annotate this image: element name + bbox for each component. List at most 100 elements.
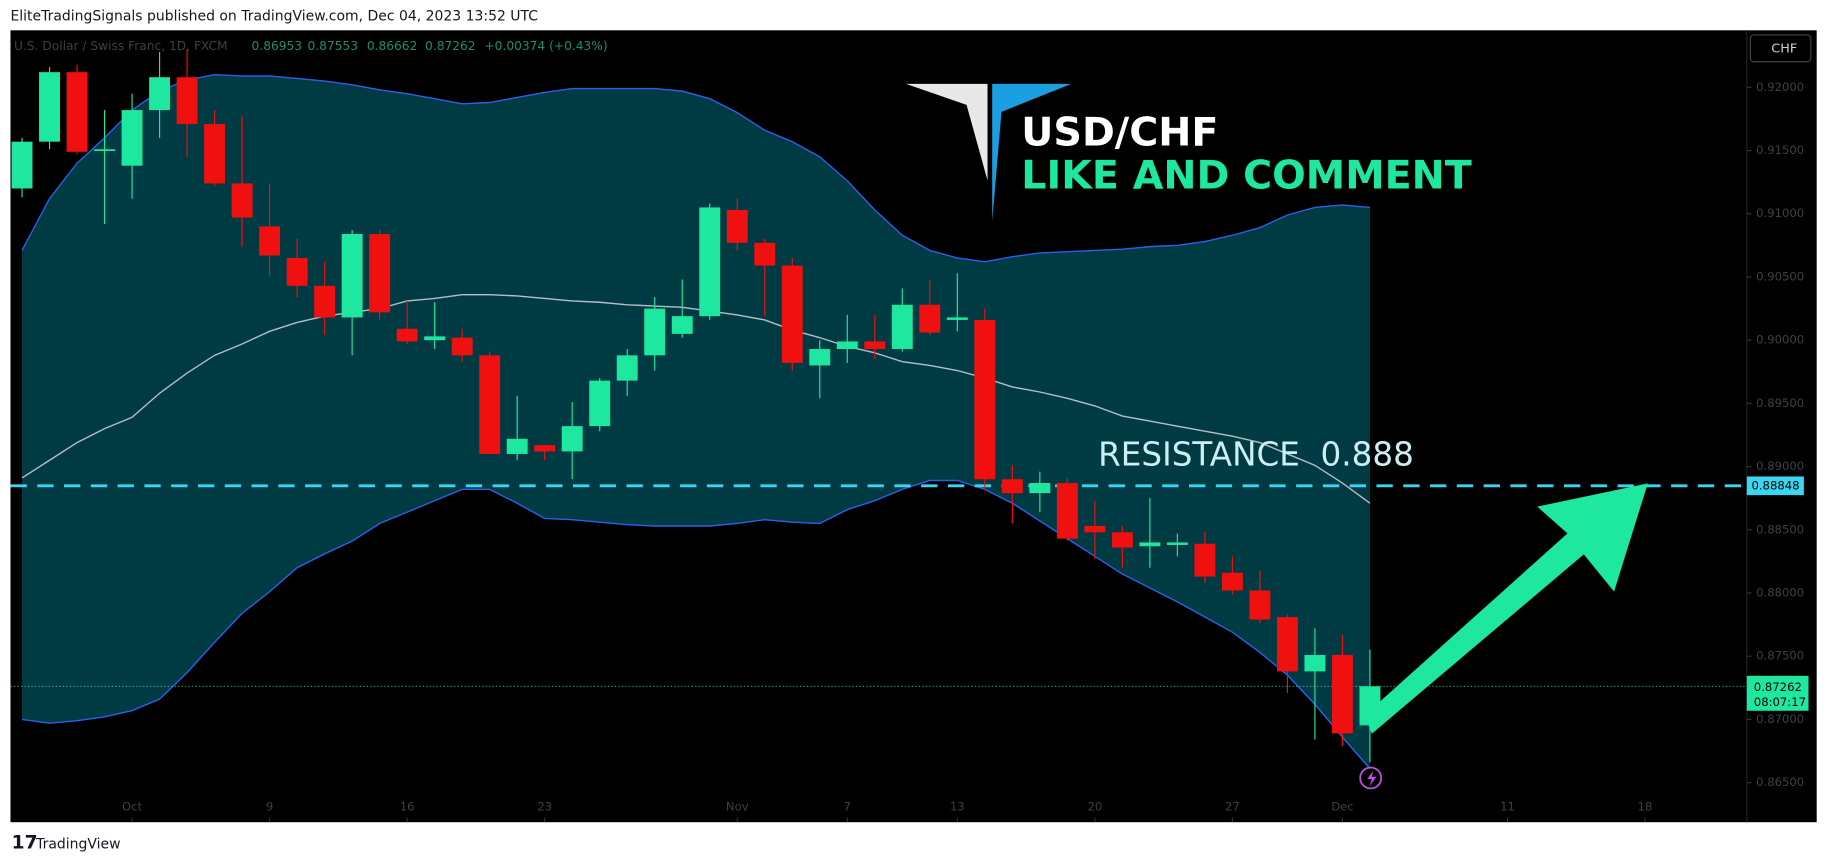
candle-body bbox=[1084, 526, 1106, 533]
band-lower bbox=[21, 479, 1371, 770]
candle-body bbox=[534, 445, 556, 452]
y-tick-label: 0.91000 bbox=[1756, 206, 1804, 220]
x-tick-label: 13 bbox=[950, 800, 965, 814]
candle-body bbox=[946, 317, 968, 320]
candle-body bbox=[424, 336, 446, 341]
candle-body bbox=[1276, 617, 1298, 672]
y-tick-label: 0.90000 bbox=[1756, 333, 1804, 347]
y-tick-label: 0.90500 bbox=[1756, 269, 1804, 283]
candle-body bbox=[66, 72, 88, 152]
candle-body bbox=[121, 110, 143, 166]
candle-body bbox=[1249, 590, 1271, 620]
logo-right bbox=[992, 83, 1072, 222]
y-tick-label: 0.88000 bbox=[1756, 586, 1804, 600]
candle-body bbox=[1304, 654, 1326, 672]
band-middle bbox=[21, 293, 1371, 504]
y-tick-label: 0.87000 bbox=[1756, 712, 1804, 726]
symbol-name: U.S. Dollar / Swiss Franc, 1D, FXCM bbox=[14, 39, 228, 53]
candle-body bbox=[451, 337, 473, 356]
currency-label[interactable]: CHF bbox=[1771, 41, 1797, 56]
legend-change: +0.00374 (+0.43%) bbox=[484, 39, 607, 53]
candle-body bbox=[1194, 543, 1216, 577]
candle-body bbox=[1166, 542, 1188, 545]
candle-body bbox=[11, 141, 33, 189]
candle-body bbox=[1029, 483, 1051, 494]
legend-low: 0.86662 bbox=[367, 39, 418, 53]
x-tick-label: 18 bbox=[1638, 800, 1653, 814]
x-tick-label: 16 bbox=[400, 800, 415, 814]
resistance-tag bbox=[1746, 476, 1804, 496]
candle-body bbox=[149, 77, 171, 111]
candle-body bbox=[781, 265, 803, 363]
y-tick-label: 0.91500 bbox=[1756, 143, 1804, 157]
band-upper bbox=[21, 73, 1371, 263]
candle-body bbox=[1111, 532, 1133, 548]
x-tick-label: 23 bbox=[537, 800, 552, 814]
candle-body bbox=[644, 308, 666, 356]
legend-high: 0.87553 bbox=[307, 39, 358, 53]
candle-body bbox=[1056, 483, 1078, 539]
candle-body bbox=[204, 123, 226, 184]
candle-body bbox=[506, 438, 528, 454]
candle-body bbox=[39, 72, 60, 142]
candle-body bbox=[286, 257, 308, 286]
candle-body bbox=[94, 149, 116, 152]
candle-body bbox=[836, 341, 858, 350]
candle-body bbox=[1221, 572, 1243, 591]
up-arrow bbox=[1364, 483, 1648, 734]
x-tick-label: 20 bbox=[1087, 800, 1102, 814]
candle-body bbox=[919, 304, 941, 333]
y-tick-label: 0.89500 bbox=[1756, 396, 1804, 410]
candle-body bbox=[726, 209, 748, 243]
candle-body bbox=[589, 380, 611, 427]
candle-body bbox=[974, 319, 996, 480]
plot-layer: 0.86500 0.87000 0.87500 0.88000 0.88500 0.890… bbox=[10, 49, 1809, 823]
x-tick-label: 7 bbox=[844, 800, 851, 814]
x-tick-label: 11 bbox=[1500, 800, 1515, 814]
event-icon bbox=[1359, 766, 1383, 790]
candle-body bbox=[1001, 479, 1023, 494]
y-tick-label: 0.88500 bbox=[1756, 522, 1804, 536]
candle-body bbox=[754, 242, 776, 266]
resistance-tag-label: 0.88848 bbox=[1751, 478, 1799, 492]
x-tick-label: Dec bbox=[1331, 800, 1354, 814]
publisher-line: EliteTradingSignals published on Trading… bbox=[10, 8, 538, 24]
countdown-label: 08:07:17 bbox=[1754, 695, 1806, 709]
candle-body bbox=[176, 77, 198, 124]
x-tick-label: Nov bbox=[726, 800, 749, 814]
candle-body bbox=[864, 341, 886, 350]
logo-left bbox=[906, 83, 988, 181]
x-tick-label: 27 bbox=[1225, 800, 1240, 814]
last-price-label: 0.87262 bbox=[1754, 680, 1802, 694]
legend-close: 0.87262 bbox=[425, 39, 476, 53]
candle-body bbox=[616, 355, 638, 381]
currency-button[interactable] bbox=[1749, 34, 1812, 63]
candle-body bbox=[231, 183, 253, 218]
footer: TradingView bbox=[35, 836, 120, 852]
y-tick-label: 0.89000 bbox=[1756, 459, 1804, 473]
x-tick-label: Oct bbox=[122, 800, 143, 814]
y-tick-label: 0.86500 bbox=[1756, 775, 1804, 789]
candle-body bbox=[1139, 542, 1161, 547]
cta-annotation: LIKE AND COMMENT bbox=[1021, 153, 1471, 199]
candle-body bbox=[259, 226, 281, 256]
last-price-tag bbox=[1746, 675, 1809, 711]
pair-annotation: USD/CHF bbox=[1021, 110, 1218, 156]
candle-body bbox=[699, 207, 721, 317]
candle-body bbox=[369, 233, 391, 313]
candle-body bbox=[561, 426, 583, 452]
y-tick-label: 0.92000 bbox=[1756, 80, 1804, 94]
candle-body bbox=[891, 304, 913, 350]
candle-body bbox=[314, 285, 336, 318]
candle-body bbox=[671, 316, 693, 334]
tv-logo: 17 bbox=[12, 833, 38, 854]
x-tick-label: 9 bbox=[266, 800, 273, 814]
legend-open: 0.86953 bbox=[252, 39, 303, 53]
candle-body bbox=[809, 349, 831, 366]
candle-body bbox=[479, 355, 501, 454]
candle-body bbox=[1331, 654, 1353, 734]
resistance-annotation: RESISTANCE 0.888 bbox=[1098, 436, 1414, 474]
y-tick-label: 0.87500 bbox=[1756, 649, 1804, 663]
